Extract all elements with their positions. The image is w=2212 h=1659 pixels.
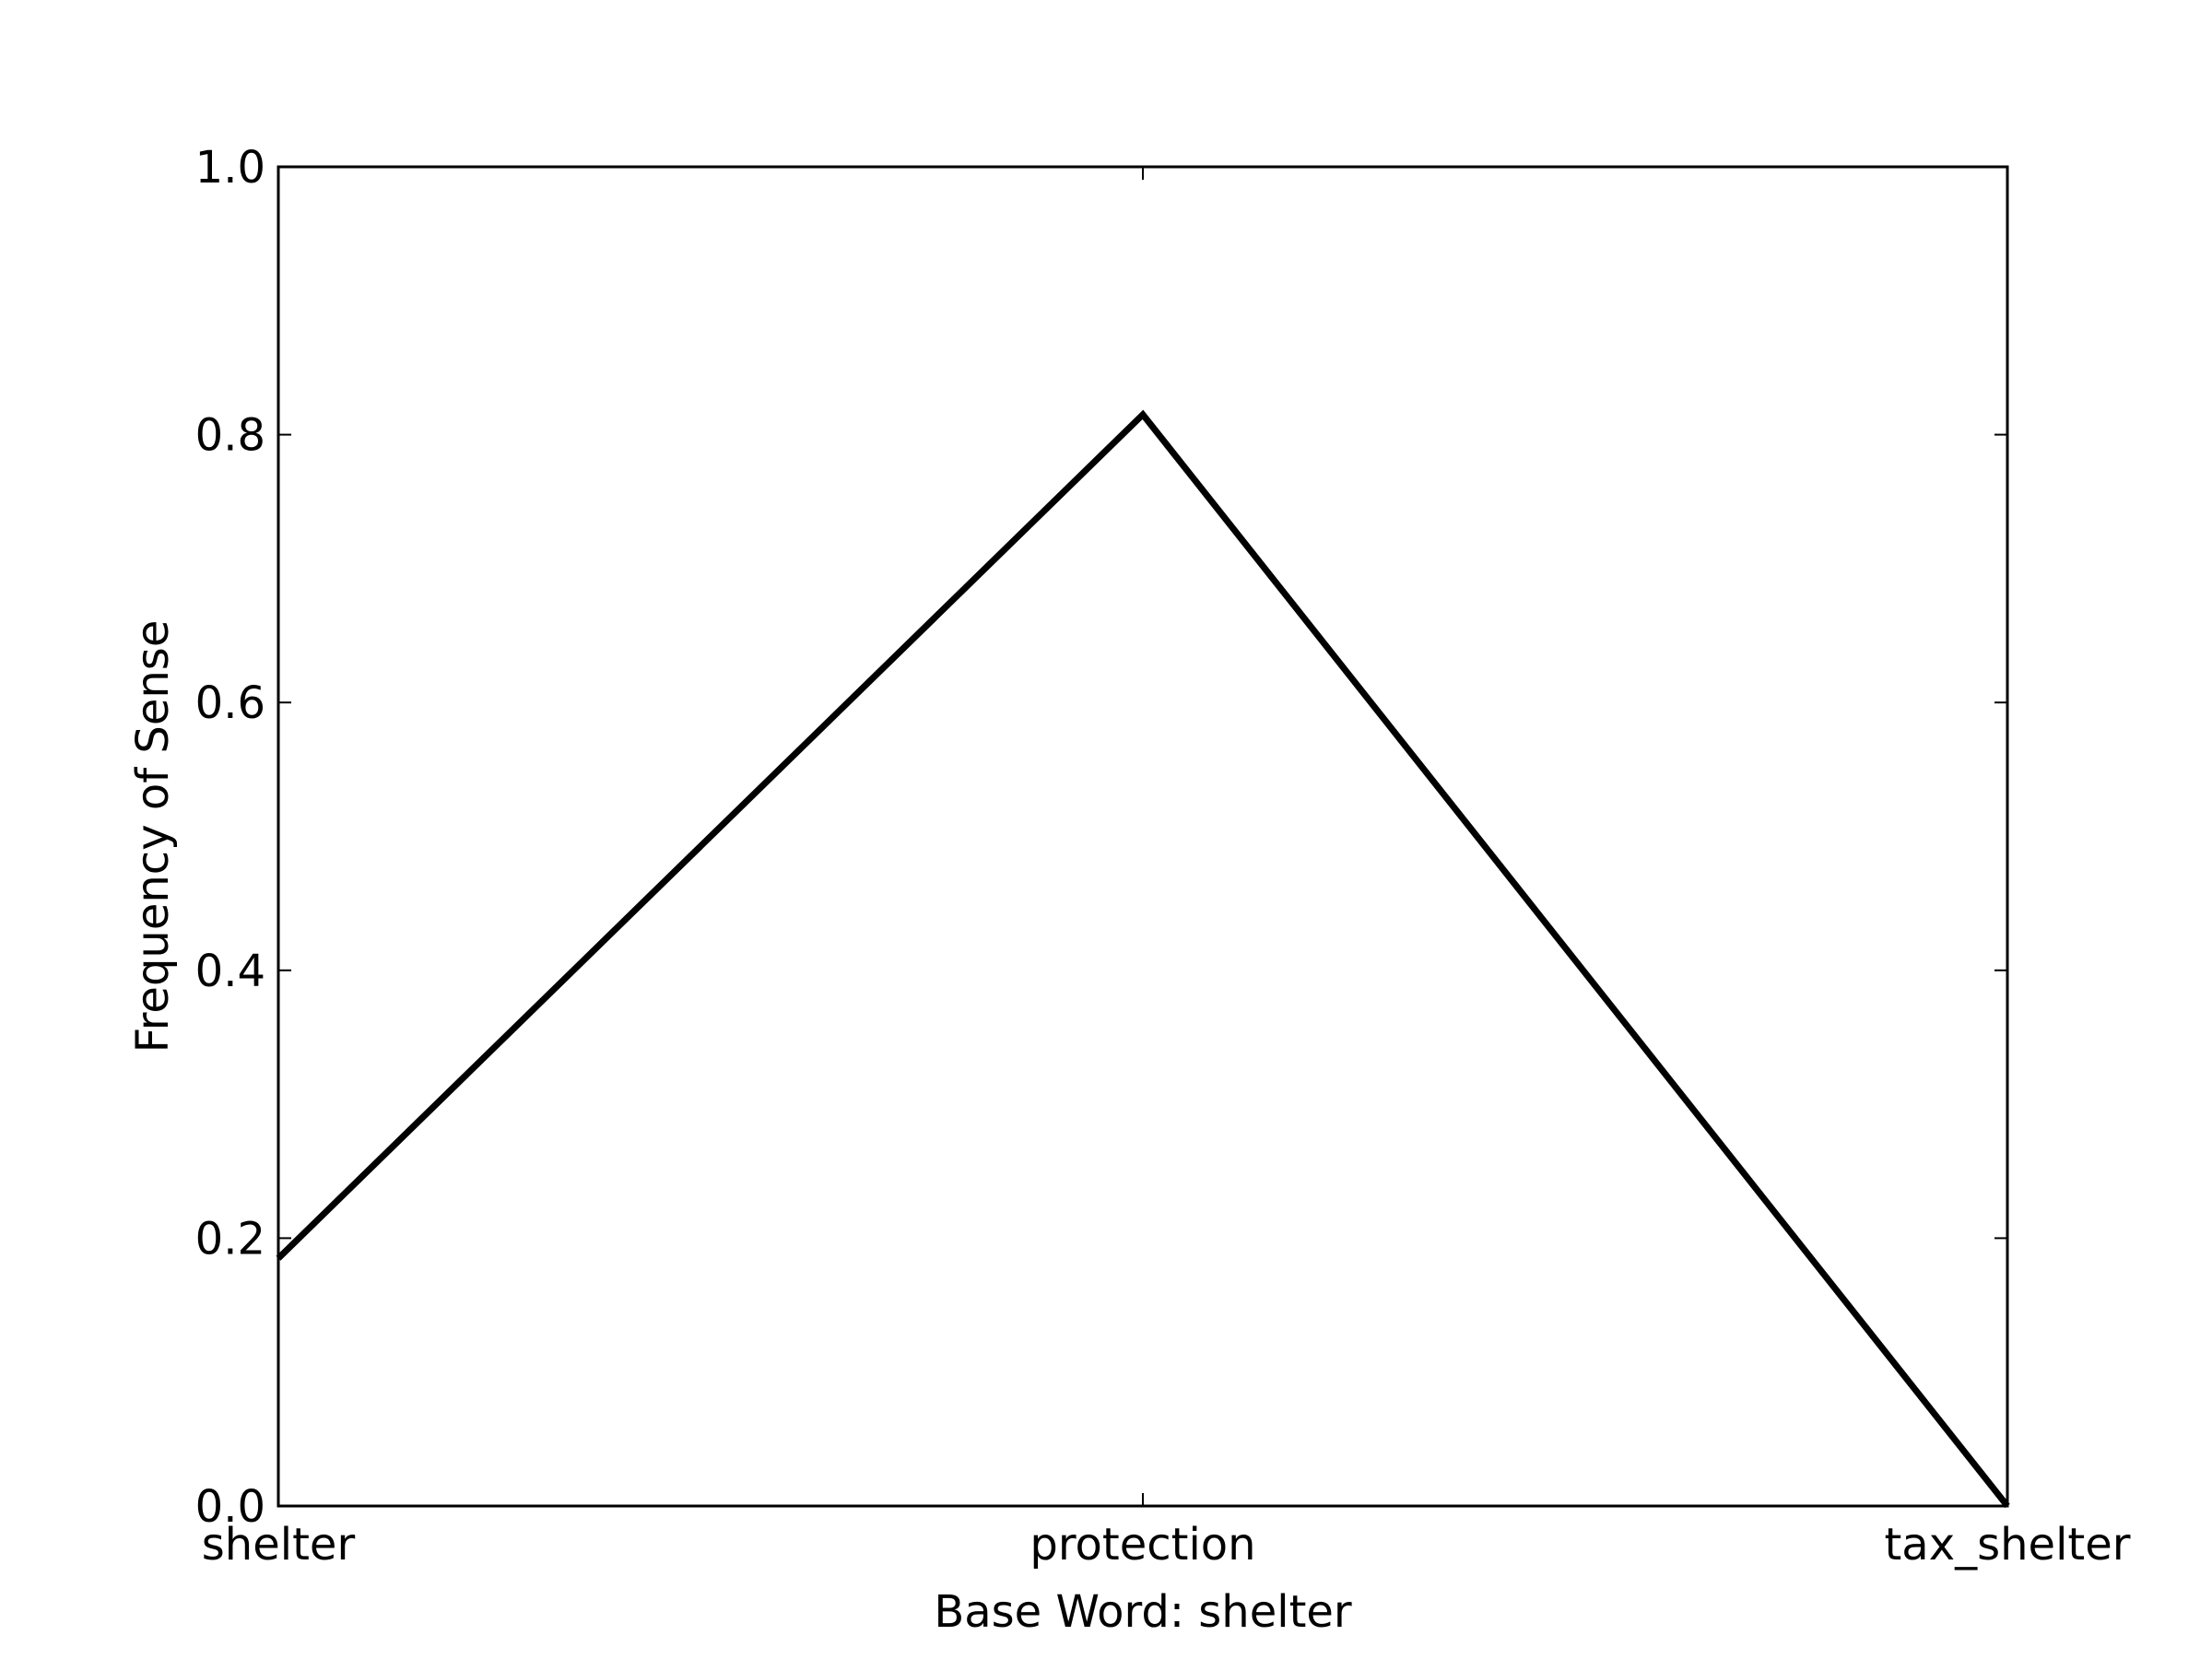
y-tick-label: 0.6: [195, 677, 265, 729]
series-line-0: [276, 409, 2010, 1509]
y-tick-label: 1.0: [195, 142, 265, 194]
y-axis-label: Frequency of Sense: [127, 620, 179, 1053]
x-tick-label: protection: [1030, 1519, 1255, 1571]
y-tick-label: 0.8: [195, 410, 265, 462]
x-axis-label: Base Word: shelter: [934, 1586, 1352, 1638]
series-lines: [276, 409, 2010, 1509]
x-tick-label: shelter: [202, 1519, 356, 1571]
y-tick-label: 0.2: [195, 1213, 265, 1265]
plot-frame: [276, 165, 2009, 1508]
x-tick-label: tax_shelter: [1884, 1519, 2130, 1571]
y-tick-labels: 0.0 0.2 0.4 0.6 0.8 1.0: [195, 142, 265, 1533]
y-tick-label: 0.4: [195, 946, 265, 997]
x-tick-labels: shelter protection tax_shelter: [202, 1519, 2131, 1571]
y-tick-label: 0.0: [195, 1481, 265, 1533]
